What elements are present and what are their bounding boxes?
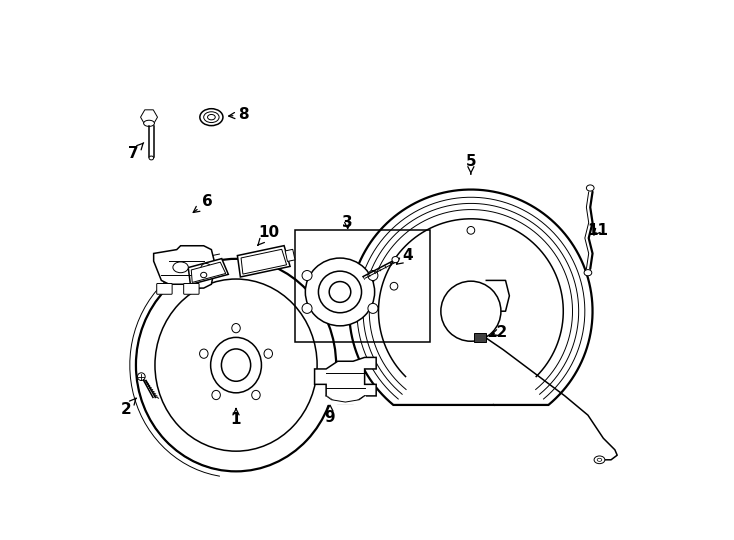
Ellipse shape bbox=[368, 271, 378, 280]
Ellipse shape bbox=[144, 120, 154, 126]
Ellipse shape bbox=[208, 114, 215, 120]
Text: 11: 11 bbox=[587, 223, 608, 238]
Ellipse shape bbox=[319, 271, 362, 313]
Ellipse shape bbox=[330, 281, 351, 302]
Ellipse shape bbox=[232, 323, 240, 333]
Ellipse shape bbox=[200, 349, 208, 359]
Ellipse shape bbox=[584, 269, 592, 276]
Text: 3: 3 bbox=[342, 215, 353, 230]
Text: 6: 6 bbox=[193, 194, 213, 212]
Ellipse shape bbox=[252, 390, 260, 400]
Ellipse shape bbox=[441, 281, 501, 341]
Text: 7: 7 bbox=[128, 143, 144, 161]
Text: 4: 4 bbox=[396, 248, 413, 264]
Ellipse shape bbox=[597, 458, 602, 461]
Ellipse shape bbox=[200, 264, 211, 274]
FancyBboxPatch shape bbox=[157, 284, 172, 294]
Text: 2: 2 bbox=[120, 398, 136, 417]
Ellipse shape bbox=[200, 272, 207, 278]
Text: 12: 12 bbox=[487, 325, 508, 340]
Ellipse shape bbox=[467, 226, 475, 234]
Ellipse shape bbox=[222, 349, 251, 381]
Polygon shape bbox=[192, 262, 225, 282]
Ellipse shape bbox=[302, 303, 312, 313]
Ellipse shape bbox=[149, 156, 153, 160]
Ellipse shape bbox=[173, 262, 189, 273]
Bar bbox=[474, 333, 487, 342]
Polygon shape bbox=[188, 259, 228, 285]
Ellipse shape bbox=[137, 373, 145, 381]
Ellipse shape bbox=[586, 185, 594, 191]
Polygon shape bbox=[349, 190, 592, 405]
Text: 8: 8 bbox=[229, 107, 249, 123]
Ellipse shape bbox=[390, 282, 398, 290]
Polygon shape bbox=[241, 249, 286, 274]
Ellipse shape bbox=[200, 109, 223, 126]
Ellipse shape bbox=[302, 271, 312, 280]
Ellipse shape bbox=[204, 112, 219, 123]
Text: 5: 5 bbox=[465, 153, 476, 174]
Bar bbox=[295, 231, 430, 342]
Ellipse shape bbox=[392, 256, 399, 262]
FancyBboxPatch shape bbox=[184, 284, 199, 294]
Ellipse shape bbox=[211, 338, 261, 393]
Ellipse shape bbox=[368, 303, 378, 313]
Polygon shape bbox=[153, 246, 215, 288]
Text: 9: 9 bbox=[324, 404, 335, 425]
Text: 10: 10 bbox=[258, 225, 280, 245]
Ellipse shape bbox=[212, 390, 220, 400]
Ellipse shape bbox=[264, 349, 272, 359]
Ellipse shape bbox=[305, 258, 374, 326]
Ellipse shape bbox=[594, 456, 605, 464]
Polygon shape bbox=[237, 246, 290, 277]
Polygon shape bbox=[286, 249, 295, 261]
Text: 1: 1 bbox=[230, 408, 241, 427]
Polygon shape bbox=[315, 357, 376, 403]
